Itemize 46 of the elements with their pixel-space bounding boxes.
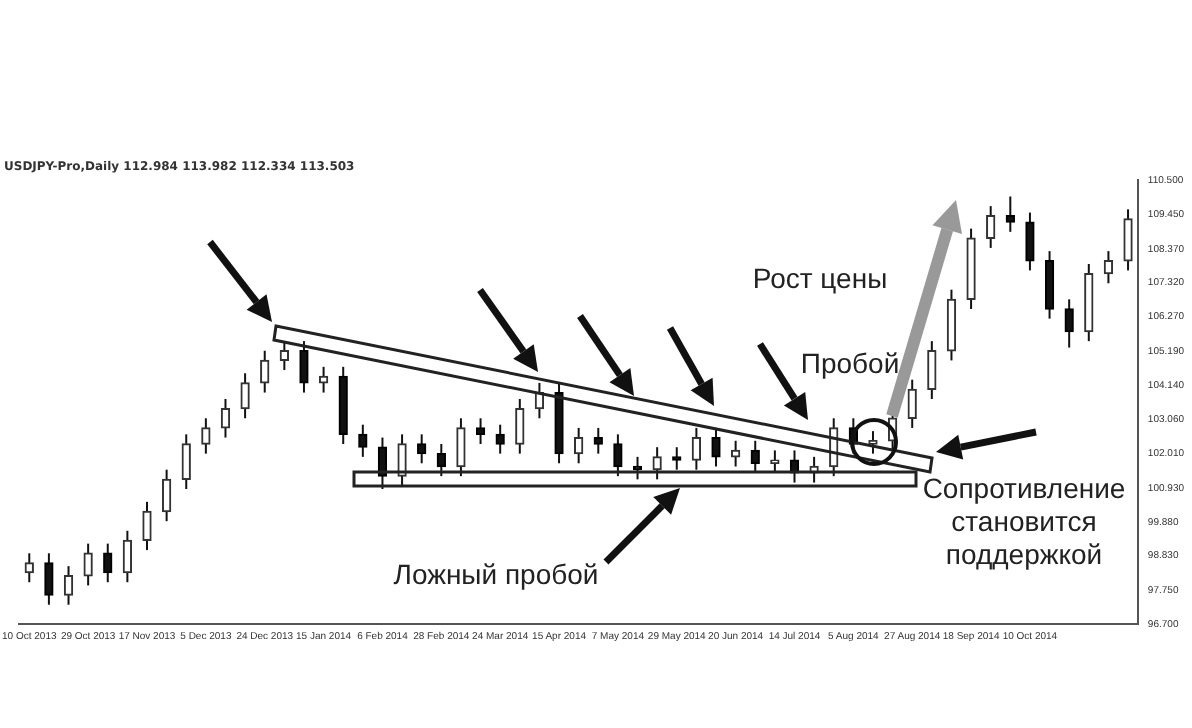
candlestick: [495, 423, 505, 455]
candlestick: [1064, 298, 1074, 349]
candlestick: [397, 433, 407, 487]
candlestick: [750, 439, 760, 474]
candlestick: [1044, 250, 1055, 320]
candlestick: [63, 565, 74, 606]
candlestick: [927, 340, 937, 400]
candlestick: [220, 397, 231, 439]
candlestick: [358, 423, 368, 458]
candlestick: [181, 433, 191, 490]
candlestick: [515, 397, 525, 455]
candlestick: [1123, 208, 1133, 272]
candlestick: [475, 417, 486, 445]
annotation: Рост цены: [752, 261, 888, 294]
candlestick: [83, 542, 93, 587]
candlestick: [318, 365, 329, 394]
candlestick: [122, 529, 133, 584]
candlestick: [652, 446, 662, 481]
candlestick: [456, 417, 466, 478]
candlestick: [240, 372, 250, 420]
candlestick: [986, 205, 996, 249]
candlestick: [632, 455, 643, 481]
annotation: Сопротивление становится поддержкой: [922, 471, 1126, 570]
candlestick: [613, 433, 623, 478]
candlestick: [161, 468, 172, 523]
candlestick: [691, 426, 702, 471]
candlestick: [593, 426, 603, 455]
candlestick: [44, 552, 54, 606]
candlestick: [279, 340, 290, 372]
candlestick: [1005, 195, 1015, 233]
candlestick: [907, 378, 917, 429]
candlestick: [574, 426, 584, 465]
candlestick: [201, 417, 211, 455]
annotation: Пробой: [800, 347, 900, 380]
candlestick: [417, 433, 427, 465]
candlestick: [711, 426, 721, 468]
candlestick: [1025, 211, 1035, 272]
candlestick: [260, 349, 270, 394]
candlestick: [436, 442, 446, 478]
candlestick: [24, 552, 34, 584]
candlestick: [103, 542, 113, 584]
candlestick: [142, 500, 152, 552]
annotation: Ложный пробой: [393, 557, 599, 590]
candlestick: [730, 439, 741, 468]
candlestick: [1103, 250, 1114, 285]
candlestick: [299, 340, 309, 394]
